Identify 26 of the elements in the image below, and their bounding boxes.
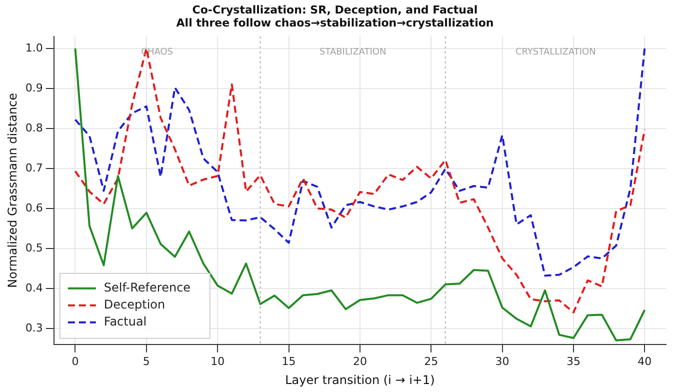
- legend-label: Factual: [104, 314, 147, 329]
- x-tick-label: 25: [424, 354, 438, 368]
- x-tick-label: 5: [142, 354, 150, 368]
- annotation: CRYSTALLIZATION: [515, 48, 596, 58]
- y-tick-label: 0.9: [25, 81, 43, 94]
- y-tick-label: 0.3: [25, 321, 43, 334]
- x-tick-label: 30: [495, 354, 510, 368]
- x-tick-label: 0: [72, 354, 79, 368]
- y-tick-label: 0.8: [25, 121, 43, 134]
- legend-label: Deception: [104, 298, 166, 312]
- y-tick-label: 0.4: [25, 281, 43, 294]
- legend-label: Self-Reference: [104, 280, 191, 295]
- y-tick-label: 0.6: [25, 201, 43, 214]
- y-tick-label: 1.0: [25, 41, 43, 54]
- x-tick-label: 10: [210, 354, 225, 368]
- annotation: STABILIZATION: [319, 48, 386, 58]
- x-tick-label: 40: [638, 354, 652, 368]
- x-axis-title: Layer transition (i → i+1): [285, 372, 435, 387]
- y-axis-title: Normalized Grassmann distance: [5, 92, 20, 288]
- y-tick-label: 0.5: [25, 241, 43, 254]
- x-tick-label: 15: [282, 354, 296, 368]
- y-tick-label: 0.7: [25, 161, 43, 174]
- chart-subtitle: All three follow chaos→stabilization→crystallization: [176, 16, 494, 30]
- chart-title: Co-Crystallization: SR, Deception, and Factual: [192, 3, 478, 16]
- x-tick-label: 35: [566, 354, 580, 368]
- x-tick-label: 20: [352, 354, 367, 368]
